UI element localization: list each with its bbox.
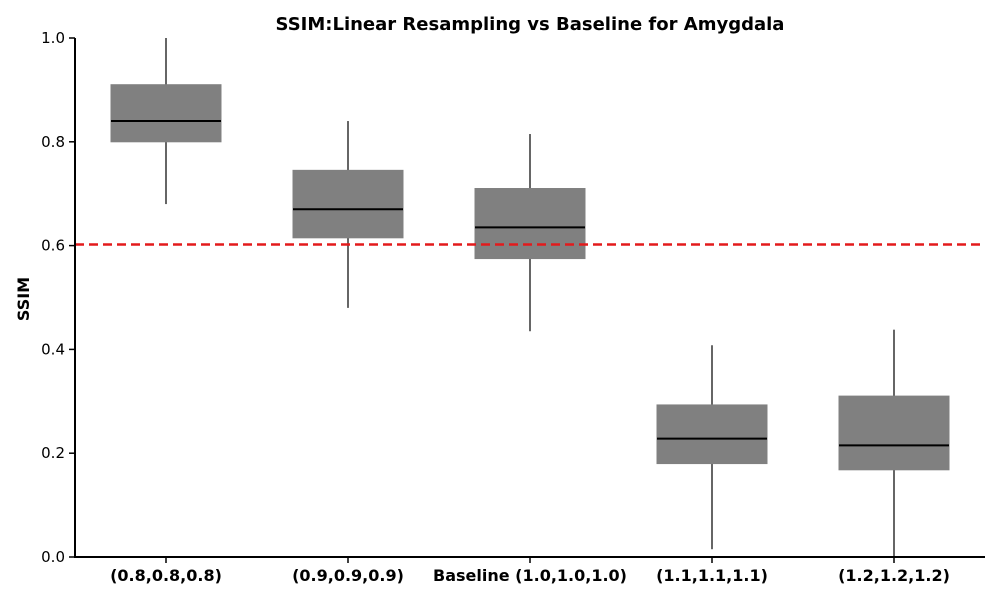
x-tick-label: (1.2,1.2,1.2) [838,566,950,585]
box-group [110,38,222,205]
y-tick-label: 1.0 [41,29,65,47]
x-tick-label: (1.1,1.1,1.1) [656,566,768,585]
y-tick-label: 0.4 [41,340,65,358]
box-iqr [292,169,404,239]
x-tick-label: (0.8,0.8,0.8) [110,566,222,585]
box-group [656,345,768,550]
plot-area: 0.0 0.2 0.4 0.6 0.8 1.0 (0.8,0.8,0.8) (0.9,0.9,… [41,29,985,585]
box-group [838,329,950,557]
x-tick-label: Baseline (1.0,1.0,1.0) [433,566,627,585]
y-tick-label: 0.6 [41,237,65,255]
x-tick-label: (0.9,0.9,0.9) [292,566,404,585]
y-tick-label: 0.2 [41,444,65,462]
y-tick-label: 0.0 [41,548,65,566]
box-group [292,121,404,308]
box-iqr [656,404,768,465]
box-iqr [474,188,586,260]
box-iqr [838,395,950,471]
y-axis-label: SSIM [14,277,33,321]
box-iqr [110,84,222,143]
y-tick-label: 0.8 [41,133,65,151]
box-group [474,134,586,332]
chart-title: SSIM:Linear Resampling vs Baseline for A… [276,14,785,35]
